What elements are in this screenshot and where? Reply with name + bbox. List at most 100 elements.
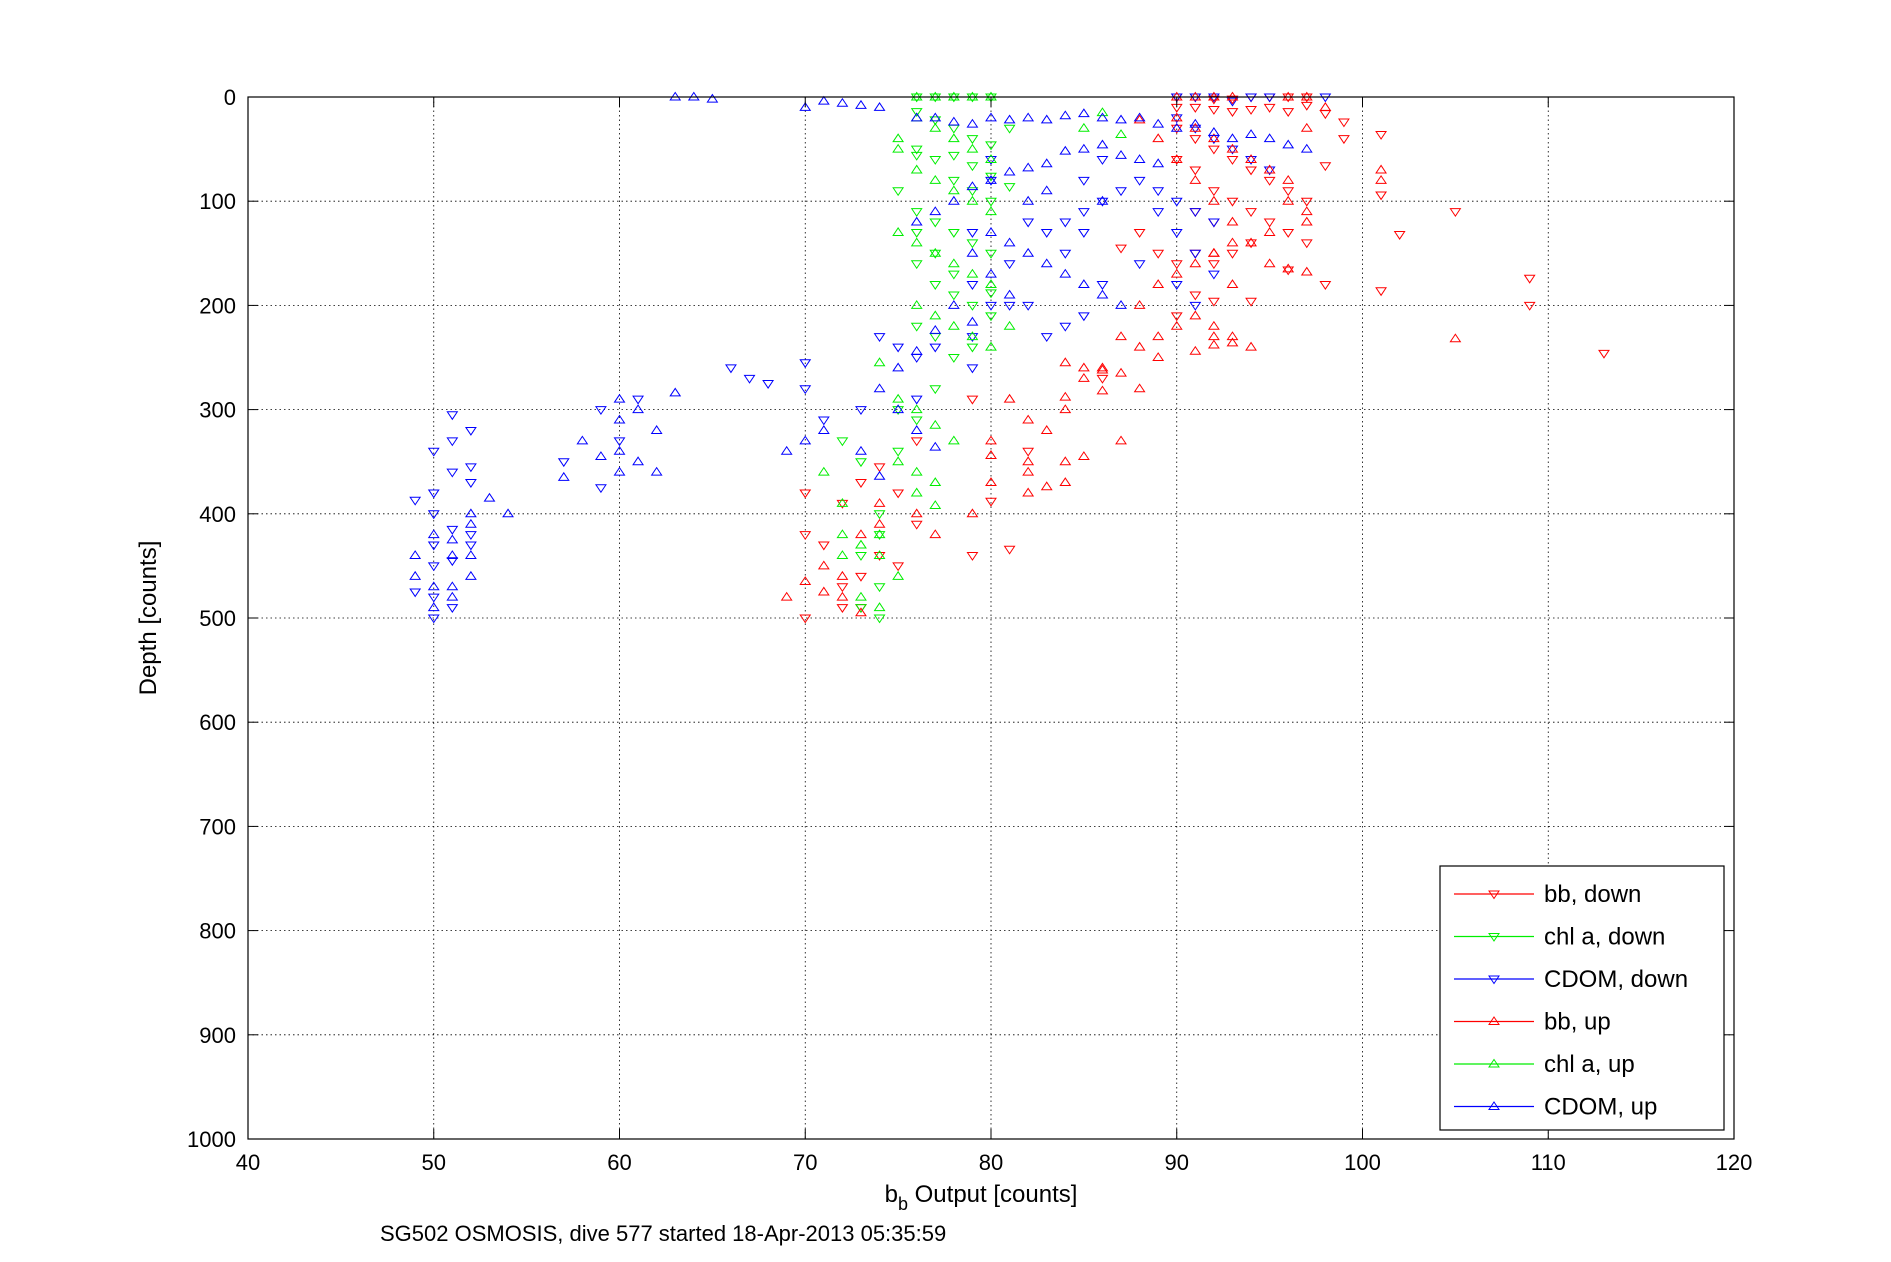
- data-point: [910, 145, 923, 155]
- data-point: [1523, 301, 1536, 311]
- data-point: [985, 174, 997, 184]
- data-point: [836, 499, 849, 509]
- data-point: [1077, 451, 1090, 460]
- data-point: [910, 228, 923, 238]
- data-point: [929, 343, 942, 353]
- data-point: [836, 529, 849, 539]
- data-point: [1115, 129, 1127, 139]
- data-point: [910, 395, 923, 405]
- data-point: [1207, 133, 1220, 143]
- data-point: [892, 393, 905, 403]
- data-point: [947, 195, 960, 205]
- data-point: [1319, 102, 1332, 111]
- data-point: [1189, 258, 1202, 268]
- data-point: [1226, 156, 1239, 165]
- data-point: [1207, 331, 1220, 341]
- data-point: [910, 299, 923, 309]
- data-point: [446, 557, 459, 567]
- data-point: [1375, 174, 1388, 184]
- data-point: [725, 364, 737, 374]
- data-point: [910, 108, 923, 117]
- data-point: [1226, 337, 1239, 347]
- data-point: [594, 451, 607, 460]
- data-point: [985, 312, 997, 322]
- x-tick-label: 70: [793, 1150, 817, 1175]
- series-bb-up: [780, 91, 1462, 617]
- data-point: [1077, 208, 1090, 218]
- data-point: [427, 489, 440, 499]
- x-axis-title-rest: Output [counts]: [908, 1181, 1077, 1208]
- data-point: [1375, 191, 1388, 201]
- data-point: [632, 395, 645, 405]
- data-point: [1133, 176, 1146, 186]
- data-point: [1077, 362, 1090, 372]
- data-point: [1077, 279, 1090, 289]
- data-point: [669, 387, 682, 397]
- data-point: [464, 518, 477, 528]
- data-point: [985, 268, 997, 278]
- data-point: [1133, 114, 1146, 124]
- data-point: [855, 406, 867, 416]
- data-point: [873, 497, 886, 507]
- data-point: [855, 591, 867, 601]
- data-point: [1375, 164, 1388, 174]
- data-point: [836, 550, 849, 559]
- data-point: [892, 456, 905, 466]
- legend-label: CDOM, up: [1544, 1094, 1657, 1121]
- data-point: [929, 112, 942, 122]
- data-point: [1096, 385, 1109, 395]
- data-point: [985, 141, 997, 151]
- data-point: [1152, 352, 1165, 361]
- data-point: [1022, 112, 1035, 122]
- data-point: [1282, 266, 1295, 276]
- data-point: [855, 445, 867, 455]
- data-point: [1449, 208, 1462, 218]
- data-point: [743, 374, 756, 384]
- y-tick-labels: 0 100 200 300 400 500 600 700 800 900 1000: [187, 85, 236, 1152]
- data-point: [464, 541, 477, 551]
- data-point: [1115, 149, 1127, 159]
- data-point: [799, 102, 812, 111]
- data-point: [799, 359, 812, 369]
- data-point: [1226, 97, 1239, 107]
- data-point: [1059, 218, 1072, 228]
- data-point: [892, 187, 905, 197]
- legend-entry: bb, up: [1454, 1009, 1611, 1036]
- data-point: [464, 479, 477, 488]
- data-point: [464, 570, 477, 580]
- data-point: [1226, 237, 1239, 247]
- data-point: [1133, 112, 1146, 122]
- data-point: [985, 112, 997, 122]
- data-point: [1245, 239, 1257, 249]
- data-point: [799, 614, 812, 624]
- data-point: [836, 437, 849, 447]
- data-point: [947, 258, 960, 268]
- data-point: [1207, 339, 1220, 349]
- data-point: [985, 497, 997, 507]
- legend-marker: [1488, 933, 1500, 942]
- data-point: [985, 279, 997, 289]
- data-point: [817, 95, 830, 105]
- data-point: [1263, 218, 1276, 228]
- data-point: [1207, 270, 1220, 280]
- data-point: [892, 343, 905, 353]
- data-point: [1263, 176, 1276, 186]
- data-point: [910, 508, 923, 518]
- legend-entry: chl a, down: [1454, 924, 1665, 951]
- y-tick-label: 500: [199, 606, 236, 631]
- data-point: [1300, 206, 1313, 216]
- data-point: [427, 510, 440, 520]
- data-point: [1133, 383, 1146, 393]
- data-point: [985, 450, 997, 459]
- data-point: [966, 268, 979, 278]
- data-point: [1022, 414, 1035, 424]
- data-point: [855, 458, 867, 468]
- legend-entry: bb, down: [1454, 881, 1641, 908]
- data-point: [1059, 456, 1072, 466]
- data-point: [929, 174, 942, 184]
- data-point: [929, 122, 942, 132]
- data-point: [1059, 249, 1072, 259]
- data-point: [1133, 154, 1146, 164]
- data-point: [687, 91, 700, 101]
